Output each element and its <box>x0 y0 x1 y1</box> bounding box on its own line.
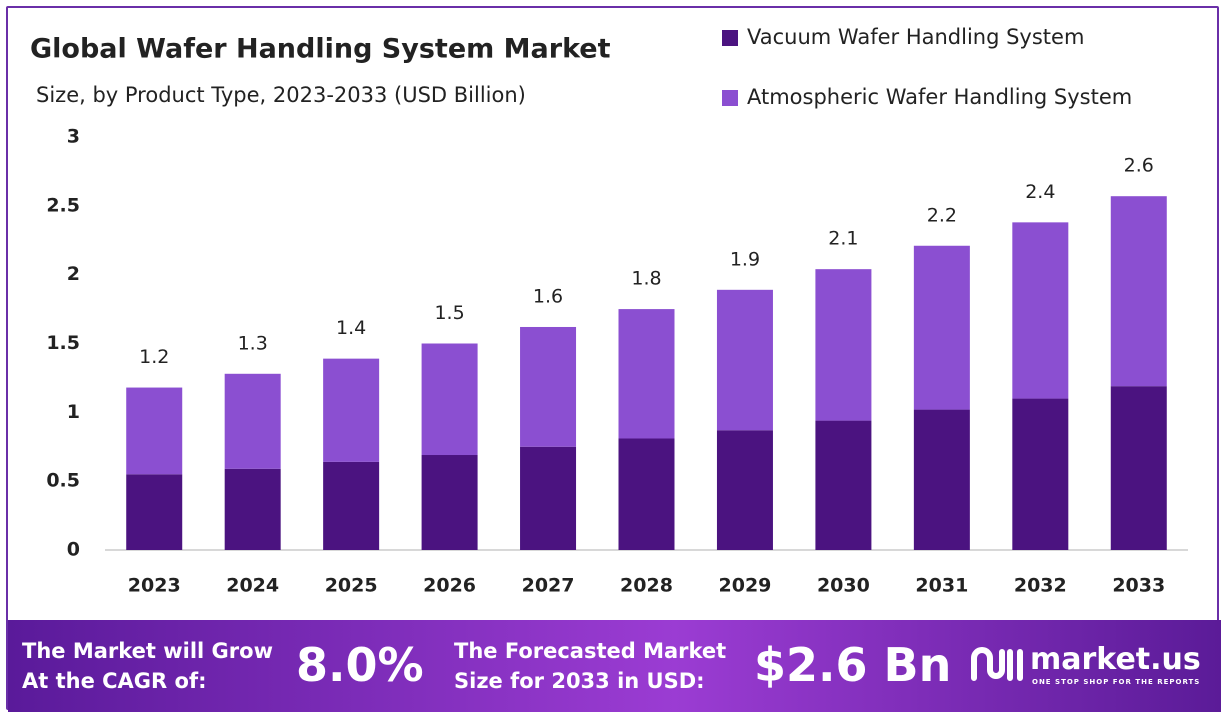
bar-segment <box>126 387 183 475</box>
y-tick-label: 2.5 <box>46 194 80 216</box>
x-tick-label: 2029 <box>719 575 772 597</box>
cagr-text: The Market will Grow At the CAGR of: <box>22 636 273 696</box>
cagr-value: 8.0% <box>296 638 424 692</box>
bar-segment <box>913 245 970 410</box>
y-tick-label: 0.5 <box>46 470 80 492</box>
forecast-text-2: Size for 2033 in USD: <box>454 669 705 693</box>
legend-label: Vacuum Wafer Handling System <box>747 25 1084 49</box>
total-label: 1.9 <box>730 248 760 270</box>
footer: The Market will Grow At the CAGR of: 8.0%… <box>8 620 1221 712</box>
bar-segment <box>1110 386 1167 550</box>
total-label: 1.4 <box>336 317 366 339</box>
bar-segment <box>323 461 380 550</box>
bar-segment <box>1012 222 1069 399</box>
y-tick-label: 2 <box>67 263 80 285</box>
forecast-value: $2.6 Bn <box>754 638 952 692</box>
y-tick-label: 3 <box>67 126 80 148</box>
y-tick-label: 0 <box>67 539 80 561</box>
total-label: 1.6 <box>533 285 563 307</box>
bar-segment <box>1012 398 1069 550</box>
bar-segment <box>716 430 773 550</box>
bar-segment <box>913 409 970 550</box>
bar-segment <box>716 289 773 431</box>
bar-segment <box>421 455 478 550</box>
total-label: 2.1 <box>828 228 858 250</box>
tagline: ONE STOP SHOP FOR THE REPORTS <box>1032 678 1201 686</box>
x-tick-label: 2032 <box>1014 575 1067 597</box>
bar-segment <box>618 438 675 550</box>
chart-title: Global Wafer Handling System Market <box>30 34 611 65</box>
x-tick-label: 2023 <box>128 575 181 597</box>
bar-segment <box>126 474 183 550</box>
forecast-text-1: The Forecasted Market <box>454 639 727 663</box>
cagr-text-1: The Market will Grow <box>22 639 273 663</box>
bar-segment <box>323 358 380 462</box>
bar-segment <box>1110 196 1167 387</box>
x-tick-label: 2030 <box>817 575 870 597</box>
logo-icon <box>971 647 1023 681</box>
x-tick-label: 2026 <box>423 575 476 597</box>
total-label: 1.3 <box>238 332 268 354</box>
total-label: 2.6 <box>1124 155 1154 177</box>
legend-swatch <box>722 30 738 46</box>
total-label: 2.4 <box>1025 181 1055 203</box>
bar-segment <box>520 446 577 550</box>
x-tick-label: 2027 <box>522 575 575 597</box>
x-tick-label: 2033 <box>1112 575 1165 597</box>
x-tick-label: 2025 <box>325 575 378 597</box>
x-tick-label: 2024 <box>226 575 279 597</box>
total-label: 1.2 <box>139 346 169 368</box>
x-tick-label: 2031 <box>915 575 968 597</box>
bar-segment <box>224 468 281 550</box>
bar-segment <box>520 326 577 447</box>
chart: Global Wafer Handling System Market Size… <box>30 25 1188 597</box>
total-label: 1.8 <box>631 268 661 290</box>
bar-segment <box>421 343 478 456</box>
chart-subtitle: Size, by Product Type, 2023-2033 (USD Bi… <box>36 83 526 107</box>
legend-swatch <box>722 90 738 106</box>
y-tick-label: 1.5 <box>46 332 80 354</box>
bar-segment <box>618 309 675 439</box>
cagr-text-2: At the CAGR of: <box>22 669 207 693</box>
forecast-text: The Forecasted Market Size for 2033 in US… <box>454 636 726 696</box>
bar-segment <box>224 373 281 469</box>
bar-segment <box>815 420 872 550</box>
total-label: 2.2 <box>927 204 957 226</box>
brand: market.us <box>1030 642 1201 677</box>
total-label: 1.5 <box>434 302 464 324</box>
x-tick-label: 2028 <box>620 575 673 597</box>
y-tick-label: 1 <box>67 401 80 423</box>
bar-segment <box>815 269 872 421</box>
legend-label: Atmospheric Wafer Handling System <box>747 85 1132 109</box>
